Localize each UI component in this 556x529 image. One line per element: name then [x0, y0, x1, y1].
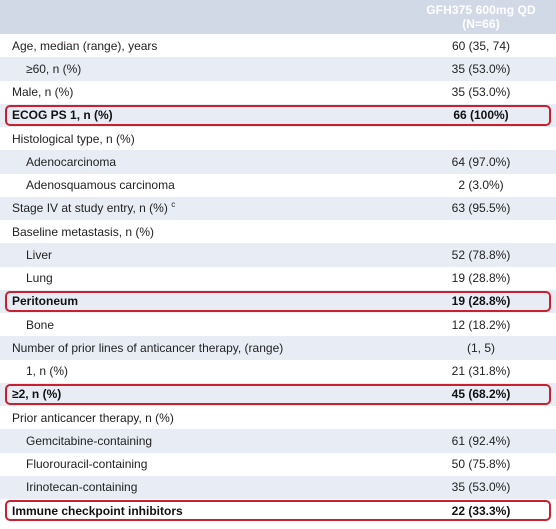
- row-value: 21 (31.8%): [451, 364, 511, 379]
- row-value: 50 (75.8%): [451, 457, 511, 472]
- row-value: 35 (53.0%): [451, 85, 511, 100]
- row-value: 60 (35, 74): [451, 38, 511, 53]
- row-label: Number of prior lines of anticancer ther…: [12, 340, 284, 355]
- row-label: Lung: [26, 271, 53, 286]
- row-value: 19 (28.8%): [451, 294, 511, 309]
- row-label: Gemcitabine-containing: [26, 433, 153, 448]
- row-value: 61 (92.4%): [451, 433, 511, 448]
- table-row-prior-lines-1: 1, n (%) 21 (31.8%): [0, 360, 556, 383]
- row-value: 12 (18.2%): [451, 317, 511, 332]
- row-value: 35 (53.0%): [451, 61, 511, 76]
- table-row-lung: Lung 19 (28.8%): [0, 267, 556, 290]
- row-label: Age, median (range), years: [12, 38, 158, 53]
- row-value: 64 (97.0%): [451, 154, 511, 169]
- row-label: Fluorouracil-containing: [26, 457, 148, 472]
- row-label-text: Stage IV at study entry, n (%): [12, 201, 168, 216]
- table-row-ecog-ps1: ECOG PS 1, n (%) 66 (100%): [0, 103, 556, 127]
- row-label: Male, n (%): [12, 85, 74, 100]
- row-label: Adenocarcinoma: [26, 154, 117, 169]
- row-value: 35 (53.0%): [451, 480, 511, 495]
- row-value: 19 (28.8%): [451, 271, 511, 286]
- table-row-gemcitabine: Gemcitabine-containing 61 (92.4%): [0, 429, 556, 453]
- table-row-liver: Liver 52 (78.8%): [0, 243, 556, 267]
- table-row-bone: Bone 12 (18.2%): [0, 313, 556, 336]
- table-row-baseline-metastasis: Baseline metastasis, n (%): [0, 220, 556, 243]
- row-label: Peritoneum: [12, 294, 79, 309]
- row-label: Liver: [26, 247, 53, 262]
- header-column-title: GFH375 600mg QD (N=66): [426, 3, 536, 31]
- table-row-prior-lines: Number of prior lines of anticancer ther…: [0, 336, 556, 360]
- row-value: 63 (95.5%): [451, 201, 511, 216]
- row-label: Adenosquamous carcinoma: [26, 178, 175, 193]
- table-row-prior-lines-2-plus: ≥2, n (%) 45 (68.2%): [0, 382, 556, 406]
- table-row-immune-checkpoint: Immune checkpoint inhibitors 22 (33.3%): [0, 499, 556, 522]
- table-row-adenocarcinoma: Adenocarcinoma 64 (97.0%): [0, 150, 556, 174]
- table-row-fluorouracil: Fluorouracil-containing 50 (75.8%): [0, 453, 556, 476]
- row-label: Irinotecan-containing: [26, 480, 138, 495]
- row-value: 66 (100%): [453, 108, 509, 123]
- table-row-histological-type: Histological type, n (%): [0, 127, 556, 150]
- row-label: Immune checkpoint inhibitors: [12, 503, 183, 518]
- row-label: ECOG PS 1, n (%): [12, 108, 113, 123]
- row-label: Histological type, n (%): [12, 131, 135, 146]
- row-label: ≥60, n (%): [26, 61, 82, 76]
- row-label: Prior anticancer therapy, n (%): [12, 410, 174, 425]
- footnote-marker: c: [171, 200, 176, 210]
- table-row-age: Age, median (range), years 60 (35, 74): [0, 34, 556, 57]
- row-label: Baseline metastasis, n (%): [12, 224, 155, 239]
- table-header: GFH375 600mg QD (N=66): [0, 0, 556, 34]
- table-row-adenosquamous: Adenosquamous carcinoma 2 (3.0%): [0, 174, 556, 197]
- row-label: Bone: [26, 317, 55, 332]
- row-label: ≥2, n (%): [12, 387, 62, 402]
- row-value: 2 (3.0%): [458, 178, 504, 193]
- row-value: (1, 5): [466, 340, 495, 355]
- table-row-stage-iv: Stage IV at study entry, n (%) c 63 (95.…: [0, 196, 556, 220]
- table-row-irinotecan: Irinotecan-containing 35 (53.0%): [0, 475, 556, 499]
- row-value: 52 (78.8%): [451, 247, 511, 262]
- table-row-age-60-plus: ≥60, n (%) 35 (53.0%): [0, 57, 556, 81]
- row-value: 22 (33.3%): [451, 503, 511, 518]
- table-row-prior-therapy: Prior anticancer therapy, n (%): [0, 406, 556, 429]
- table-row-male: Male, n (%) 35 (53.0%): [0, 81, 556, 104]
- row-label: 1, n (%): [26, 364, 69, 379]
- row-value: 45 (68.2%): [451, 387, 511, 402]
- table-row-peritoneum: Peritoneum 19 (28.8%): [0, 289, 556, 313]
- row-label: Stage IV at study entry, n (%) c: [0, 200, 406, 216]
